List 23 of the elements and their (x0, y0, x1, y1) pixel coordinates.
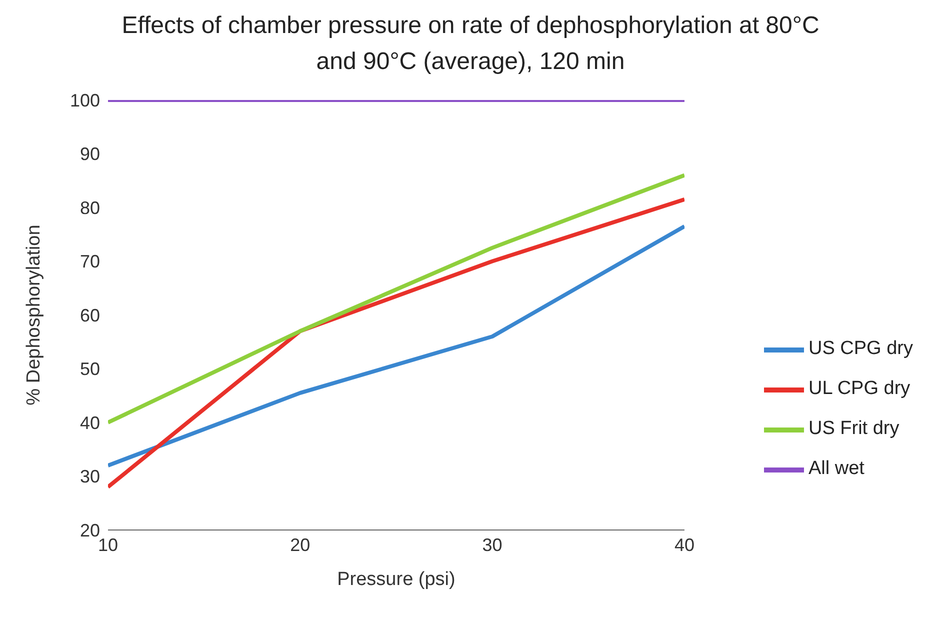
chart-title: Effects of chamber pressure on rate of dephosphorylation at 80°C and 90°C (average), 120 min (120, 11, 820, 77)
y-tick-label: 60 (80, 305, 100, 326)
legend-label: All wet (808, 458, 864, 480)
y-tick-label: 90 (80, 144, 100, 164)
x-tick-label: 30 (482, 534, 502, 555)
x-tick-label: 20 (290, 534, 310, 555)
y-tick-label: 20 (80, 520, 100, 540)
line-series (108, 173, 684, 424)
y-tick-label: 100 (70, 90, 100, 110)
y-tick-label: 50 (80, 359, 100, 380)
legend-label: UL CPG dry (808, 378, 910, 400)
y-tick-label: 30 (80, 466, 100, 487)
x-tick-label: 10 (98, 534, 118, 555)
legend-label: US Frit dry (808, 418, 900, 440)
line-series (108, 224, 684, 468)
y-tick-label: 80 (80, 198, 100, 218)
x-tick-label: 40 (674, 534, 694, 555)
y-axis-title: % Dephosphorylation (24, 224, 45, 406)
x-axis-title: Pressure (psi) (337, 569, 456, 590)
y-tick-label: 40 (80, 412, 100, 433)
y-tick-label: 70 (80, 252, 100, 272)
line-series (108, 197, 684, 489)
legend-label: US CPG dry (808, 338, 913, 360)
